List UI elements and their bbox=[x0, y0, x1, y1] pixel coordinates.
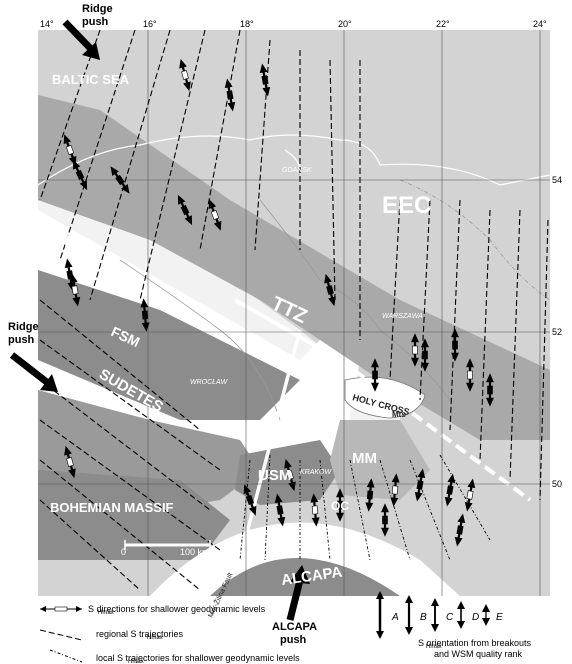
scale-end: 100 km bbox=[180, 547, 210, 557]
stress-symbol bbox=[208, 199, 222, 231]
rank-symbols bbox=[376, 591, 490, 639]
stress-symbol bbox=[381, 503, 389, 537]
ttz-line-south bbox=[234, 329, 302, 576]
lon-20: 20° bbox=[338, 19, 352, 29]
coastline bbox=[37, 134, 551, 186]
city-gdansk: GDAŃSK bbox=[282, 165, 312, 174]
legend-item3: local S trajectories for shallower geody… bbox=[96, 653, 300, 663]
lat-50: 50 bbox=[552, 479, 562, 489]
stress-symbol bbox=[365, 478, 375, 512]
ridge-push-top-line2: push bbox=[82, 16, 109, 28]
alcapa-push-arrow bbox=[286, 565, 310, 621]
stress-symbol bbox=[64, 258, 76, 292]
rank-d: D bbox=[472, 612, 479, 623]
stress-symbol bbox=[414, 468, 426, 502]
stress-symbol bbox=[243, 484, 257, 516]
label-usm: USM bbox=[258, 467, 291, 484]
rank-b: B bbox=[420, 612, 427, 623]
rank-caption-1: S orientation from breakouts bbox=[418, 638, 532, 648]
rank-e: E bbox=[496, 612, 503, 623]
river-odra bbox=[119, 259, 281, 421]
legend-item2-sub: Hmax bbox=[147, 635, 163, 641]
ridge-push-left-line1: Ridge bbox=[8, 321, 39, 333]
stress-symbol bbox=[451, 328, 459, 362]
stress-symbol bbox=[444, 473, 456, 507]
legend-item2: regional S trajectories bbox=[96, 629, 184, 639]
lon-14: 14° bbox=[40, 19, 54, 29]
city-krakow: KRAKOW bbox=[300, 469, 333, 476]
stress-symbols bbox=[63, 58, 494, 547]
stress-symbol bbox=[324, 273, 336, 307]
ridge-push-top-arrow bbox=[62, 19, 100, 60]
rank-symbol bbox=[457, 601, 465, 629]
stress-symbol bbox=[454, 513, 466, 547]
stress-symbol bbox=[284, 458, 296, 492]
legend: S directions for shallower geodynamic le… bbox=[39, 591, 532, 664]
stress-symbol bbox=[486, 373, 494, 407]
bohemian-unit bbox=[38, 470, 230, 560]
ridge-push-left-line2: push bbox=[8, 334, 35, 346]
legend-symbol-local bbox=[49, 649, 83, 663]
alcapa-push-line2: push bbox=[280, 634, 307, 646]
rank-a: A bbox=[391, 612, 399, 623]
stress-symbol bbox=[110, 166, 130, 194]
legend-symbol-regional bbox=[39, 629, 83, 641]
river-vistula bbox=[259, 199, 451, 401]
rank-symbol bbox=[431, 598, 439, 632]
stress-symbol bbox=[310, 493, 320, 527]
label-mts: Mts bbox=[392, 410, 406, 419]
rank-caption-2: and WSM quality rank bbox=[434, 649, 523, 659]
stress-symbol bbox=[336, 488, 344, 522]
stress-symbol bbox=[64, 445, 76, 479]
alcapa-push-line1: ALCAPA bbox=[272, 621, 317, 633]
stress-symbol bbox=[259, 63, 271, 97]
label-bohemian-massif: BOHEMIAN MASSIF bbox=[50, 500, 174, 515]
lon-22: 22° bbox=[436, 19, 450, 29]
rank-symbol bbox=[376, 591, 384, 639]
stress-symbol bbox=[464, 478, 476, 512]
stress-symbol bbox=[274, 493, 286, 527]
lat-52: 52 bbox=[552, 327, 562, 337]
stress-symbol bbox=[63, 134, 77, 166]
stress-symbol bbox=[411, 333, 419, 367]
stress-symbol bbox=[177, 194, 193, 226]
label-oc: OC bbox=[331, 499, 349, 513]
rank-symbol bbox=[405, 595, 413, 635]
ridge-push-left-arrow bbox=[9, 352, 58, 392]
ridge-push-top-line1: Ridge bbox=[82, 3, 113, 15]
border-east bbox=[399, 179, 551, 301]
stress-symbol bbox=[371, 358, 379, 392]
stress-symbol bbox=[140, 298, 150, 332]
stress-symbol bbox=[69, 273, 81, 307]
scale-zero: 0 bbox=[121, 547, 126, 557]
fsm-unit bbox=[38, 270, 300, 420]
stress-symbol bbox=[179, 58, 191, 92]
rank-caption-sub: Hmax bbox=[426, 644, 442, 650]
label-eec: EEC bbox=[382, 192, 431, 219]
legend-item1-sub: Hmax bbox=[98, 610, 114, 616]
legend-symbol-directions bbox=[40, 606, 82, 612]
city-wroclaw: WROCŁAW bbox=[190, 379, 229, 386]
legend-item3-sub: Hmax bbox=[128, 659, 144, 664]
lon-24: 24° bbox=[533, 19, 547, 29]
lon-16: 16° bbox=[143, 19, 157, 29]
label-mm: MM bbox=[352, 450, 377, 467]
city-warszawa: WARSZAWA bbox=[382, 313, 423, 320]
lon-18: 18° bbox=[240, 19, 254, 29]
stress-symbol bbox=[72, 159, 88, 191]
rank-symbol bbox=[482, 604, 490, 626]
stress-symbol bbox=[224, 78, 236, 112]
regional-trajectories bbox=[39, 29, 549, 591]
local-trajectories bbox=[239, 454, 491, 561]
scale-bar: 0 100 km bbox=[121, 540, 211, 557]
ttz-line-solid bbox=[234, 298, 341, 362]
rank-c: C bbox=[446, 612, 454, 623]
stress-symbol bbox=[421, 338, 429, 372]
legend-item1: S directions for shallower geodynamic le… bbox=[88, 604, 266, 614]
lat-54: 54 bbox=[552, 175, 562, 185]
stress-symbol bbox=[466, 358, 474, 392]
label-baltic-sea: BALTIC SEA bbox=[52, 72, 130, 87]
stress-symbol bbox=[390, 473, 400, 507]
